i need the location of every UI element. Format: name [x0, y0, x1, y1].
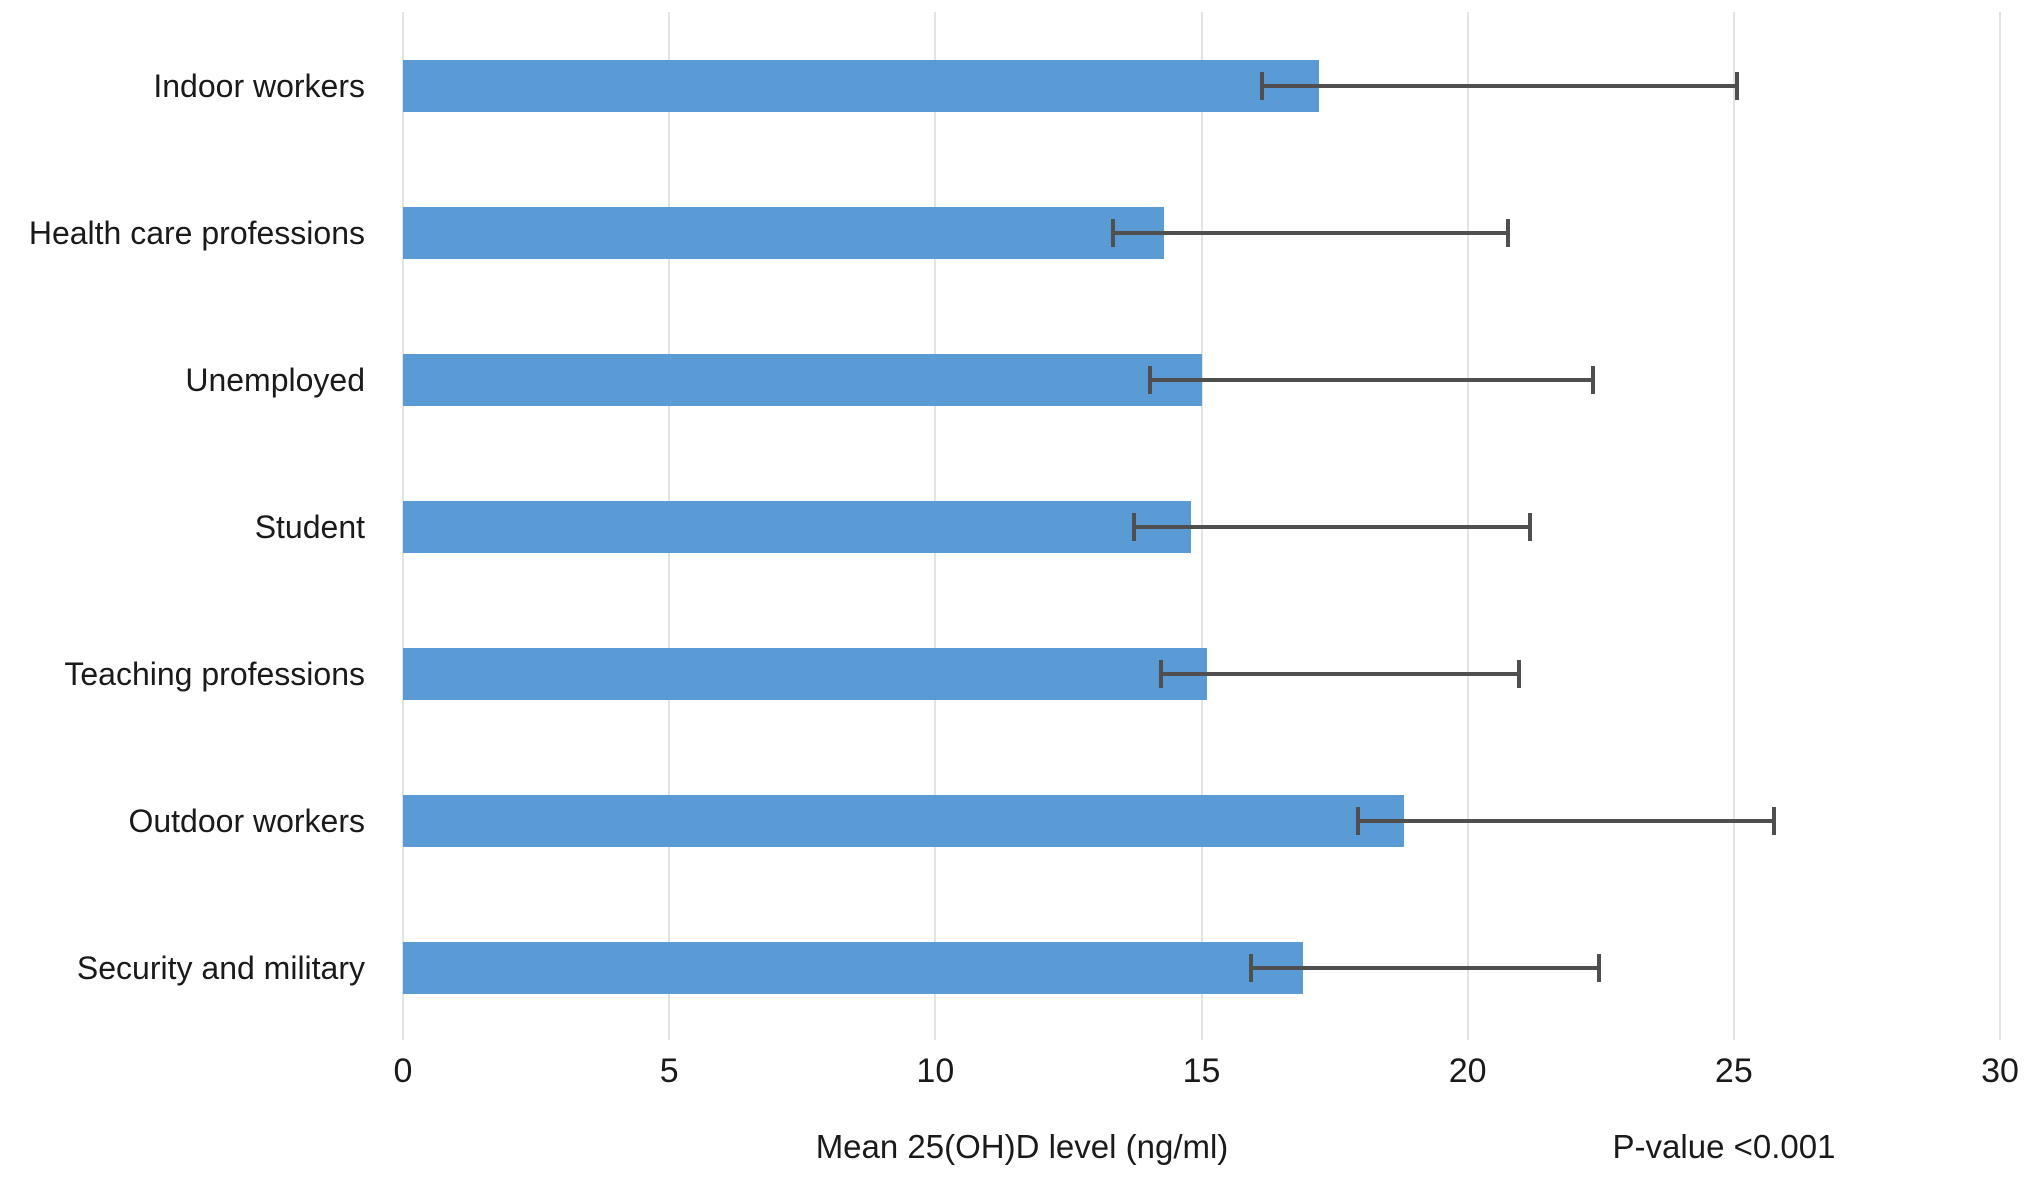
x-tick-label: 25 [1714, 1052, 1753, 1090]
x-axis-title: Mean 25(OH)D level (ng/ml) [815, 1128, 1229, 1165]
category-label: Outdoor workers [128, 803, 365, 839]
error-bar-cap-low [1132, 513, 1137, 541]
x-tick-label: 10 [916, 1052, 955, 1090]
error-bar [1249, 966, 1601, 970]
bar [403, 942, 1303, 994]
error-bar-cap-low [1111, 219, 1115, 247]
p-value-annotation: P-value <0.001 [1612, 1128, 1836, 1165]
error-bar-cap-high [1516, 660, 1521, 688]
error-bar-cap-low [1355, 807, 1360, 835]
error-bar [1111, 231, 1511, 235]
error-bar [1158, 672, 1521, 676]
error-bar-cap-high [1527, 513, 1532, 541]
bar [403, 795, 1404, 847]
error-bar-cap-low [1260, 72, 1265, 100]
category-label: Teaching professions [64, 656, 365, 692]
x-tick-label: 5 [659, 1052, 679, 1090]
category-label: Unemployed [185, 362, 365, 398]
category-label: Indoor workers [153, 68, 365, 104]
category-label: Security and military [76, 950, 365, 986]
category-label: Student [254, 509, 365, 545]
error-bar-cap-high [1596, 954, 1601, 982]
x-tick-label: 0 [393, 1052, 413, 1090]
bar [403, 501, 1191, 553]
x-tick-label: 20 [1448, 1052, 1487, 1090]
error-bar-cap-high [1506, 219, 1511, 247]
x-tick-label: 15 [1182, 1052, 1221, 1090]
error-bar [1132, 525, 1532, 529]
gridline [1732, 12, 1735, 1040]
error-bar-cap-low [1148, 366, 1153, 394]
bar [403, 60, 1319, 112]
error-bar-cap-low [1249, 954, 1254, 982]
error-bar [1148, 378, 1596, 382]
x-tick-label: 30 [1981, 1052, 2019, 1090]
bar [403, 648, 1207, 700]
bar [403, 354, 1202, 406]
error-bar-cap-high [1772, 807, 1777, 835]
error-bar [1355, 819, 1777, 823]
category-label: Health care professions [28, 215, 365, 251]
error-bar-cap-low [1158, 660, 1163, 688]
error-bar [1260, 84, 1740, 88]
bar [403, 207, 1165, 259]
error-bar-cap-high [1735, 72, 1740, 100]
error-bar-cap-high [1591, 366, 1596, 394]
gridline [1999, 12, 2001, 1040]
